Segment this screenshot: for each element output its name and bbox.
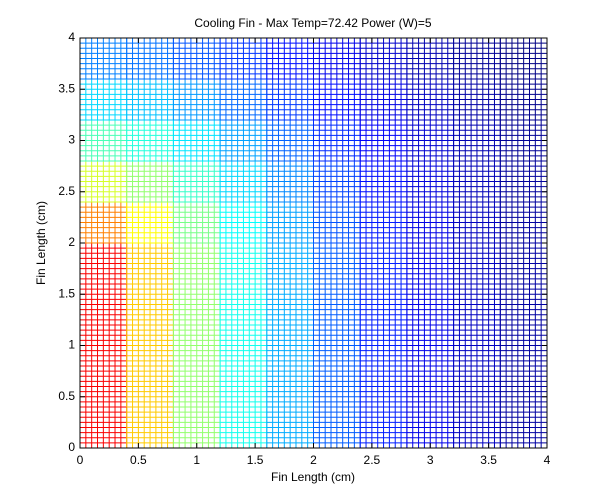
x-tick-label: 1: [193, 453, 200, 467]
y-tick-label: 0: [68, 440, 75, 454]
y-axis-label: Fin Length (cm): [34, 201, 48, 285]
y-tick-label: 1: [68, 338, 75, 352]
y-tick-label: 2.5: [58, 184, 75, 198]
mesh: [79, 37, 548, 449]
y-tick-label: 3: [68, 133, 75, 147]
x-tick-label: 0.5: [130, 453, 147, 467]
x-axis-label: Fin Length (cm): [271, 470, 355, 484]
chart-title: Cooling Fin - Max Temp=72.42 Power (W)=5: [194, 16, 432, 30]
x-tick-label: 1.5: [247, 453, 264, 467]
x-tick-label: 0: [77, 453, 84, 467]
x-tick-label: 2.5: [364, 453, 381, 467]
x-tick-label: 4: [544, 453, 551, 467]
x-tick-label: 3.5: [480, 453, 497, 467]
y-tick-label: 0.5: [58, 389, 75, 403]
y-tick-label: 2: [68, 235, 75, 249]
y-tick-label: 1.5: [58, 286, 75, 300]
y-tick-label: 3.5: [58, 81, 75, 95]
y-tick-label: 4: [68, 30, 75, 44]
x-tick-label: 3: [427, 453, 434, 467]
x-tick-label: 2: [310, 453, 317, 467]
